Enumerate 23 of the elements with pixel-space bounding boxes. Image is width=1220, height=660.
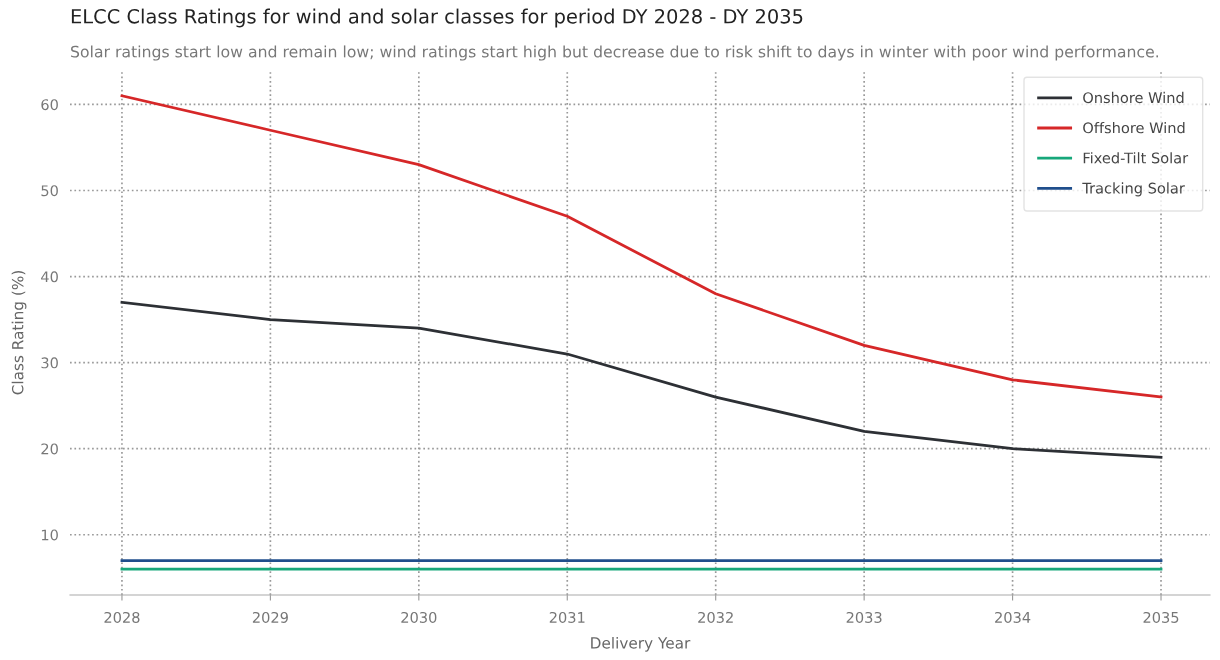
legend-label: Offshore Wind [1083, 122, 1185, 134]
y-axis-title: Class Rating (%) [11, 271, 27, 395]
y-tick-label: 60 [41, 99, 58, 111]
y-tick-label: 20 [41, 443, 58, 455]
legend-label: Tracking Solar [1082, 182, 1185, 197]
x-tick-label: 2035 [1143, 611, 1179, 623]
y-tick-label: 40 [41, 271, 58, 283]
y-tick-label: 10 [41, 529, 58, 541]
y-tick-label: 30 [41, 357, 58, 369]
y-tick-label: 50 [41, 185, 58, 197]
x-tick-label: 2030 [401, 611, 437, 623]
chart-title: ELCC Class Ratings for wind and solar classes for period DY 2028 - DY 2035 [71, 8, 803, 28]
line-series [120, 300, 1163, 459]
x-tick-label: 2032 [698, 611, 733, 623]
x-tick-label: 2034 [995, 611, 1031, 623]
x-tick-label: 2033 [846, 611, 882, 623]
x-axis-title: Delivery Year [591, 636, 691, 652]
x-tick-label: 2028 [104, 611, 140, 623]
legend-label: Onshore Wind [1083, 91, 1184, 104]
chart-subtitle: Solar ratings start low and remain low; wind ratings start high but decrease due to risk shift to days in winter with poor wind performance. [71, 45, 1159, 61]
legend-label: Fixed-Tilt Solar [1083, 152, 1189, 164]
x-tick-label: 2029 [252, 611, 288, 623]
x-tick-label: 2031 [549, 611, 585, 623]
